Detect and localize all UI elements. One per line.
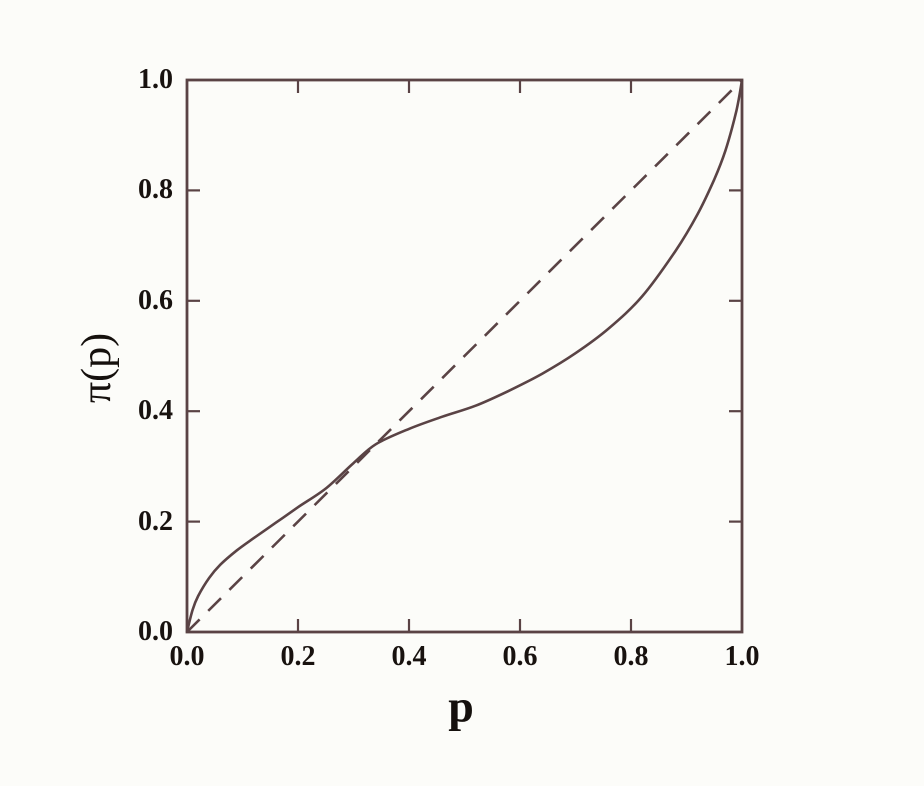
plot-frame: [185, 78, 744, 634]
y-tick-label: 0.4: [138, 395, 173, 427]
x-tick-label: 0.2: [280, 641, 316, 672]
x-tick-label: 1.0: [724, 641, 760, 672]
y-axis-label: π(p): [74, 332, 120, 404]
x-axis-label: p: [448, 680, 474, 732]
y-tick-label: 0.2: [138, 505, 173, 537]
y-tick-label: 0.0: [138, 616, 173, 647]
y-tick-label: 0.8: [138, 174, 173, 206]
x-tick-label: 0.6: [502, 641, 538, 672]
identity-line: [186, 79, 743, 633]
y-tick-label: 0.6: [138, 284, 173, 316]
x-tick-label: 0.0: [169, 641, 205, 672]
probability-weighting-curve: [185, 79, 744, 633]
x-tick-label: 0.4: [391, 641, 427, 672]
y-tick-label: 1.0: [138, 64, 173, 95]
x-tick-label: 0.8: [613, 641, 649, 672]
